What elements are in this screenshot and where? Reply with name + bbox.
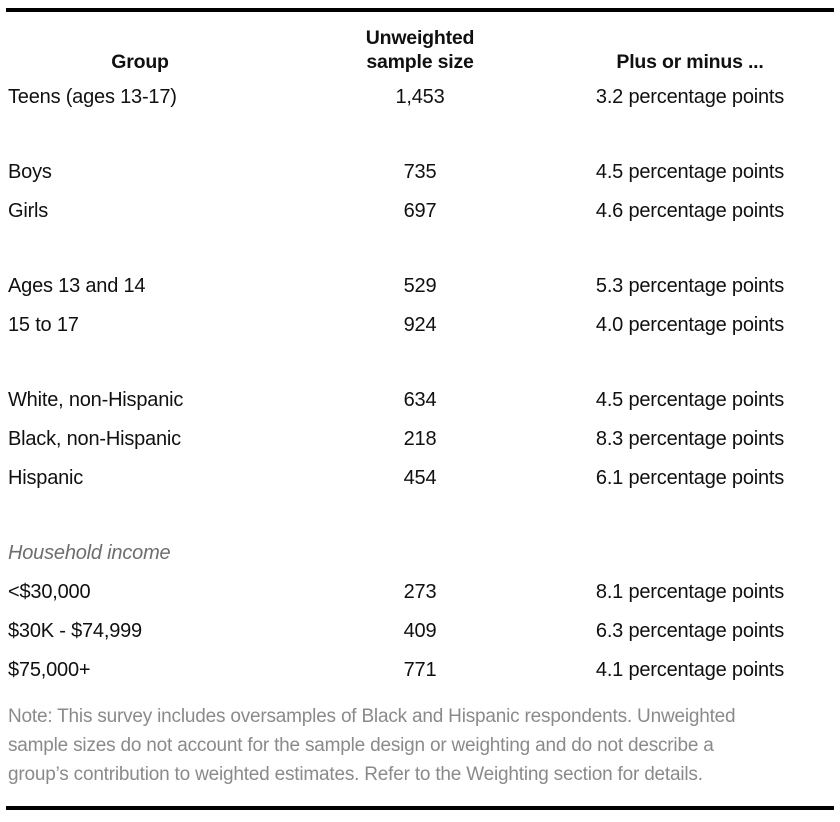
group-cell: 15 to 17 [8,314,79,336]
sample-size-cell: 735 [403,161,437,183]
group-cell: Black, non-Hispanic [8,428,181,450]
moe-cell: 4.5 percentage points [595,161,785,183]
section-spacer [0,345,840,381]
moe-cell: 3.2 percentage points [595,86,785,108]
group-cell: Hispanic [8,467,84,489]
sample-size-cell: 697 [403,200,437,222]
table-row: Boys 735 4.5 percentage points [0,153,820,192]
group-cell: Teens (ages 13-17) [8,86,177,108]
group-cell: $75,000+ [8,659,91,681]
moe-cell: 5.3 percentage points [595,275,785,297]
table-row: $75,000+ 771 4.1 percentage points [0,651,820,690]
moe-cell: 4.5 percentage points [595,389,785,411]
table-body: Teens (ages 13-17) 1,453 3.2 percentage … [0,78,840,690]
sample-size-cell: 454 [403,467,437,489]
table-row: <$30,000 273 8.1 percentage points [0,573,820,612]
table-row: Ages 13 and 14 529 5.3 percentage points [0,267,820,306]
moe-cell: 6.3 percentage points [595,620,785,642]
sample-size-cell: 218 [403,428,437,450]
group-cell: <$30,000 [8,581,91,603]
bottom-rule [6,806,834,810]
table-row: Girls 697 4.6 percentage points [0,192,820,231]
table-row: Hispanic 454 6.1 percentage points [0,459,820,498]
sample-size-cell: 924 [403,314,437,336]
sample-size-cell: 1,453 [395,86,445,108]
table-row: Teens (ages 13-17) 1,453 3.2 percentage … [0,78,820,117]
section-spacer [0,117,840,153]
table-row: 15 to 17 924 4.0 percentage points [0,306,820,345]
table-row: Black, non-Hispanic 218 8.3 percentage p… [0,420,820,459]
moe-cell: 4.0 percentage points [595,314,785,336]
group-cell: Girls [8,200,49,222]
sample-size-cell: 529 [403,275,437,297]
group-cell: $30K - $74,999 [8,620,142,642]
table-note: Note: This survey includes oversamples o… [0,702,840,789]
group-cell: Ages 13 and 14 [8,275,146,297]
group-cell: Boys [8,161,52,183]
sample-size-cell: 771 [403,659,437,681]
header-unweighted-sample-size: Unweighted sample size [365,27,475,73]
top-rule [6,8,834,12]
note-line: sample sizes do not account for the samp… [8,735,714,756]
sample-size-cell: 634 [403,389,437,411]
section-spacer [0,498,840,534]
table-row: White, non-Hispanic 634 4.5 percentage p… [0,381,820,420]
section-spacer [0,231,840,267]
moe-cell: 6.1 percentage points [595,467,785,489]
note-line: group’s contribution to weighted estimat… [8,764,703,785]
moe-cell: 8.1 percentage points [595,581,785,603]
table-row: $30K - $74,999 409 6.3 percentage points [0,612,820,651]
group-cell: White, non-Hispanic [8,389,184,411]
moe-cell: 4.6 percentage points [595,200,785,222]
moe-cell: 4.1 percentage points [595,659,785,681]
section-label: Household income [8,542,171,564]
sample-size-cell: 273 [403,581,437,603]
table-header-row: Group Unweighted sample size Plus or min… [0,26,820,74]
moe-cell: 8.3 percentage points [595,428,785,450]
header-plus-or-minus: Plus or minus ... [616,51,764,73]
header-group: Group [111,51,169,73]
sample-size-cell: 409 [403,620,437,642]
note-line: Note: This survey includes oversamples o… [8,706,736,727]
